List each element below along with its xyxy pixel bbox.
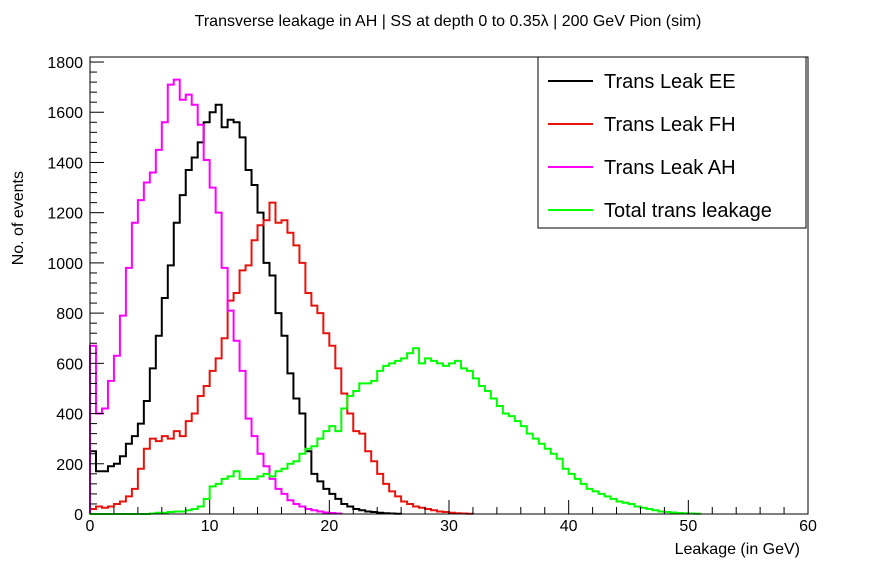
- y-tick-label: 1400: [47, 155, 83, 172]
- x-tick-label: 30: [440, 518, 458, 535]
- y-tick-label: 1000: [47, 256, 83, 273]
- legend: Trans Leak EE Trans Leak FH Trans Leak AH T…: [537, 56, 807, 229]
- series-line-2: [89, 201, 474, 515]
- legend-label: Total trans leakage: [604, 200, 772, 222]
- series-layer: [89, 78, 702, 515]
- y-tick-label: 1600: [47, 105, 83, 122]
- series-line-4: [90, 347, 702, 515]
- x-tick-label: 50: [679, 518, 697, 535]
- chart-title: Transverse leakage in AH | SS at depth 0…: [195, 13, 702, 30]
- series-line-1: [89, 103, 403, 515]
- x-tick-label: 0: [86, 518, 95, 535]
- y-tick-label: 1800: [47, 55, 83, 72]
- x-tick-label: 20: [320, 518, 338, 535]
- x-axis: 0 10 20 30 40 50 60: [86, 500, 817, 535]
- x-tick-label: 40: [560, 518, 578, 535]
- y-tick-label: 0: [74, 507, 83, 524]
- y-tick-label: 800: [56, 306, 83, 323]
- y-tick-label: 1200: [47, 206, 83, 223]
- y-axis-title: No. of events: [10, 171, 27, 265]
- legend-label: Trans Leak EE: [604, 71, 736, 93]
- y-axis: 0 200 400 600 800 1000 1200 1400 1600 1800: [47, 55, 104, 524]
- y-tick-label: 400: [56, 407, 83, 424]
- legend-items: Trans Leak EE Trans Leak FH Trans Leak AH T…: [548, 71, 772, 222]
- series-line-3: [89, 78, 343, 515]
- legend-label: Trans Leak AH: [604, 157, 736, 179]
- legend-label: Trans Leak FH: [604, 114, 736, 136]
- x-axis-title: Leakage (in GeV): [675, 541, 800, 558]
- y-tick-label: 600: [56, 356, 83, 373]
- legend-box: [537, 56, 807, 229]
- x-tick-label: 60: [799, 518, 817, 535]
- y-tick-label: 200: [56, 457, 83, 474]
- x-tick-label: 10: [201, 518, 219, 535]
